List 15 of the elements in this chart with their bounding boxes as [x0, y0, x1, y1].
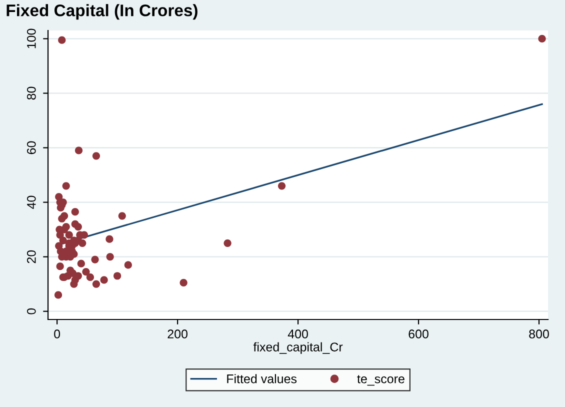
- y-tick-label: 60: [26, 141, 36, 154]
- chart-title: Fixed Capital (In Crores): [6, 4, 198, 20]
- x-tick-label: 0: [54, 330, 60, 338]
- x-axis-title: fixed_capital_Cr: [253, 342, 343, 354]
- y-tick-label: 0: [26, 308, 36, 314]
- legend-label: te_score: [357, 375, 404, 386]
- y-tick-label: 20: [26, 250, 36, 264]
- x-tick-label: 600: [408, 330, 428, 338]
- x-tick-label: 400: [288, 330, 308, 338]
- y-tick-label: 80: [26, 86, 36, 100]
- y-tick-label: 40: [26, 196, 36, 209]
- x-tick-label: 200: [168, 330, 188, 338]
- legend-label: Fitted values: [227, 374, 297, 384]
- y-tick-label: 100: [26, 28, 36, 48]
- x-tick-label: 800: [529, 330, 549, 338]
